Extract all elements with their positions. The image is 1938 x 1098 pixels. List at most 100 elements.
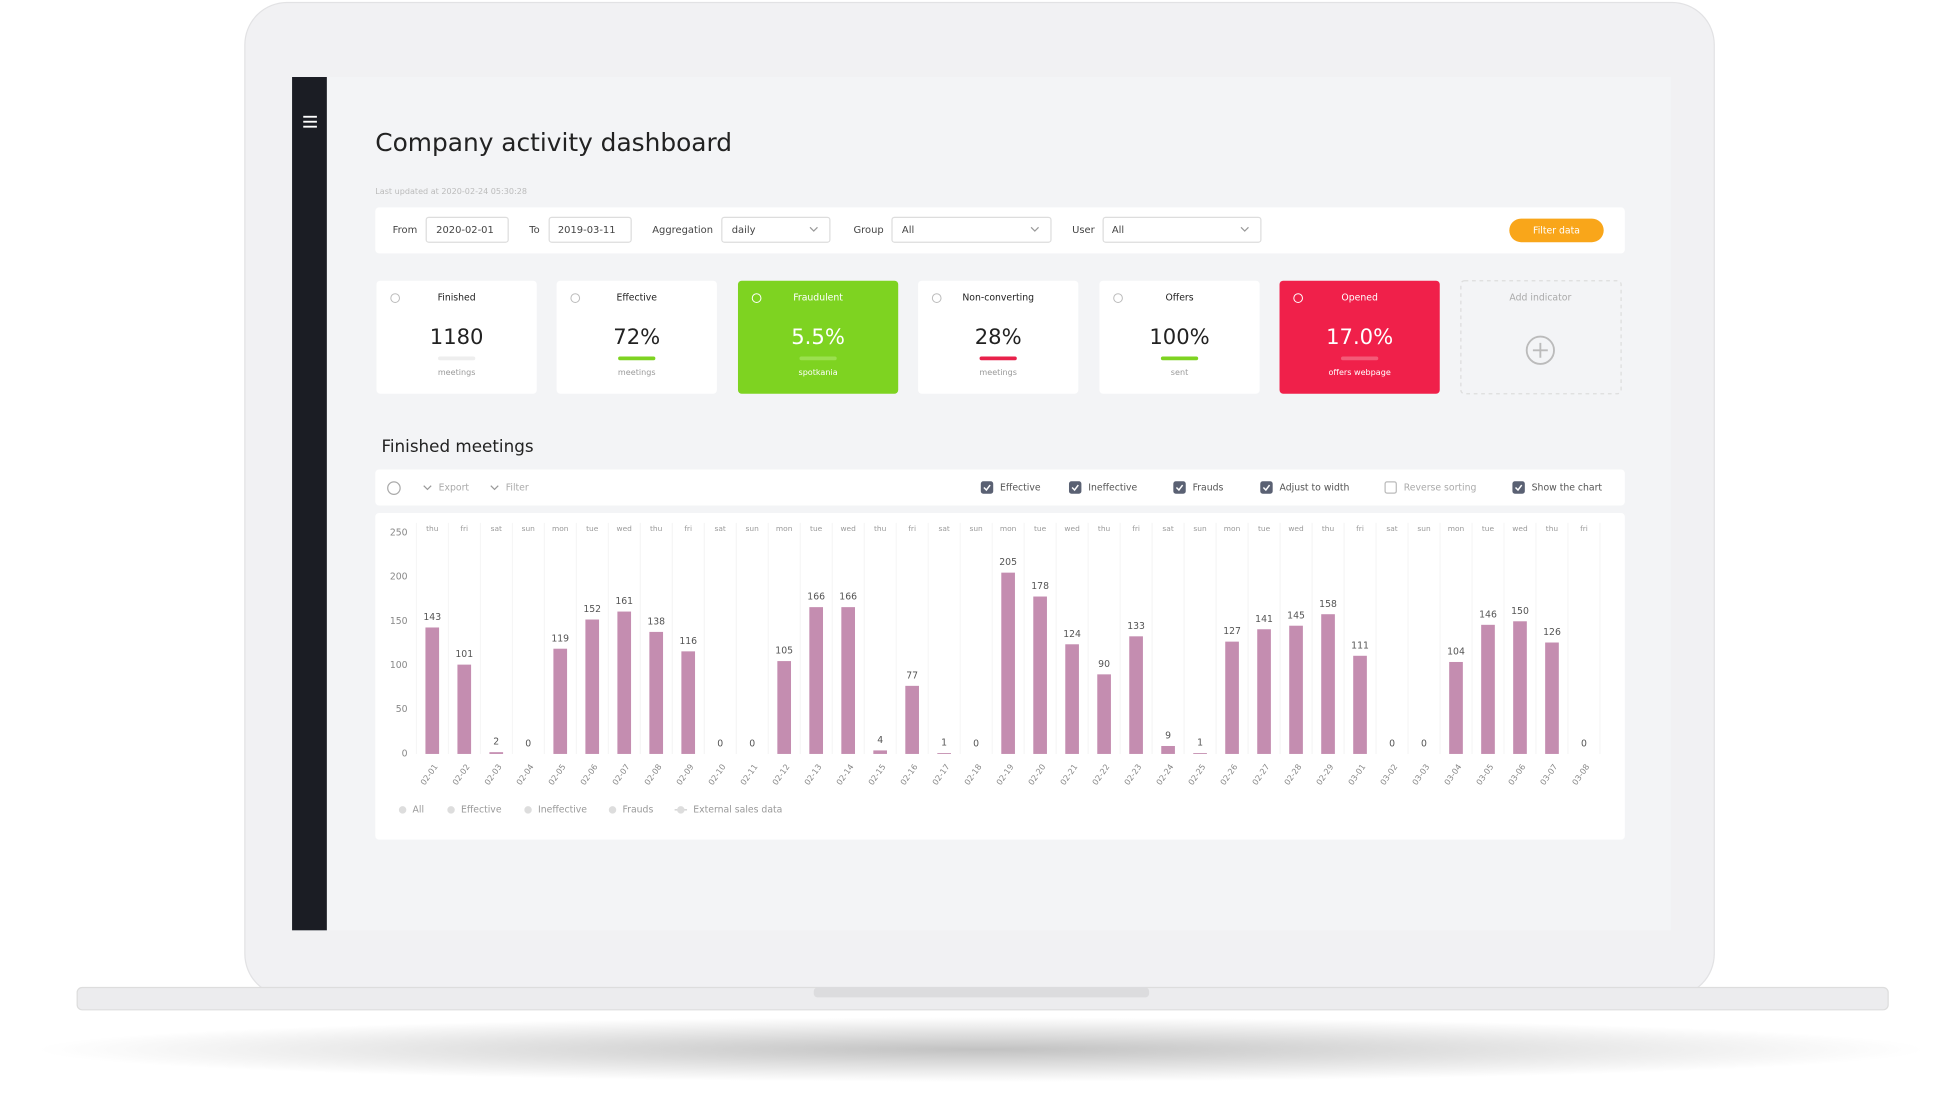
checkbox[interactable]: [1512, 481, 1525, 494]
indicator-card[interactable]: [1279, 280, 1440, 394]
weekday-label: sun: [746, 524, 760, 533]
indicator-card[interactable]: [556, 280, 717, 394]
user-select[interactable]: [1102, 216, 1262, 243]
bar: [489, 752, 504, 754]
value-label: 127: [1223, 626, 1241, 637]
value-label: 111: [1351, 640, 1369, 651]
indicator-bar: [618, 356, 656, 361]
value-label: 138: [647, 616, 665, 627]
checkbox-label: Show the chart: [1532, 483, 1603, 494]
aggregation-select[interactable]: [721, 216, 831, 243]
user-label: User: [1072, 225, 1096, 236]
legend-marker: [447, 806, 455, 814]
weekday-label: thu: [1546, 524, 1559, 533]
bar: [1481, 624, 1495, 754]
value-label: 205: [999, 557, 1017, 568]
checkbox[interactable]: [1173, 481, 1186, 494]
indicator-bar: [979, 356, 1017, 361]
filter[interactable]: Filter: [506, 483, 529, 494]
indicator-card[interactable]: [918, 280, 1079, 394]
info-icon[interactable]: [387, 481, 401, 495]
checkbox[interactable]: [1068, 481, 1082, 494]
checkbox[interactable]: [1384, 481, 1397, 494]
value-label: 101: [455, 649, 473, 660]
value-label: 152: [583, 604, 601, 615]
indicator-bar: [438, 356, 476, 361]
checkbox-label: Reverse sorting: [1404, 483, 1477, 494]
y-tick-label: 100: [390, 660, 408, 671]
weekday-label: wed: [1512, 524, 1528, 533]
bar: [809, 607, 824, 754]
weekday-label: mon: [1448, 524, 1465, 533]
checkbox[interactable]: [980, 481, 994, 494]
bar: [1001, 572, 1015, 754]
from-value: 2020-02-01: [436, 225, 494, 236]
value-label: 0: [525, 739, 531, 750]
legend-label[interactable]: Effective: [461, 804, 502, 815]
legend-label[interactable]: External sales data: [693, 804, 782, 815]
indicator-card[interactable]: [737, 280, 899, 394]
bar: [1065, 644, 1079, 754]
value-label: 0: [1581, 739, 1587, 750]
value-label: 178: [1031, 581, 1049, 592]
group-select[interactable]: [891, 216, 1052, 243]
indicator-value: 100%: [1149, 324, 1209, 349]
weekday-label: fri: [1356, 524, 1364, 533]
export[interactable]: Export: [439, 483, 470, 494]
weekday-label: wed: [1064, 524, 1080, 533]
checkbox[interactable]: [1260, 481, 1273, 494]
bar: [553, 648, 568, 754]
indicator-unit: offers webpage: [1328, 368, 1390, 377]
to-input[interactable]: [548, 216, 632, 243]
from-input[interactable]: [425, 216, 509, 243]
value-label: 9: [1165, 731, 1171, 742]
legend-label[interactable]: All: [413, 804, 425, 815]
legend-marker: [677, 806, 685, 814]
weekday-label: tue: [586, 524, 599, 533]
info-icon: [931, 293, 942, 303]
value-label: 161: [615, 596, 633, 607]
indicator-card[interactable]: [376, 280, 537, 394]
indicator-bar: [1160, 356, 1199, 361]
legend-label[interactable]: Ineffective: [538, 804, 587, 815]
menu-icon[interactable]: [303, 115, 317, 128]
bar: [585, 619, 600, 754]
weekday-label: fri: [908, 524, 916, 533]
value-label: 133: [1127, 621, 1145, 632]
chevron: [423, 485, 432, 491]
bar: [425, 627, 440, 754]
weekday-label: tue: [1482, 524, 1495, 533]
weekday-label: thu: [874, 524, 887, 533]
weekday-label: sat: [491, 524, 502, 533]
value-label: 126: [1543, 627, 1561, 638]
page-title: Company activity dashboard: [375, 128, 732, 157]
to-value: 2019-03-11: [558, 225, 616, 236]
legend-label[interactable]: Frauds: [622, 804, 653, 815]
add-indicator[interactable]: [1460, 280, 1622, 395]
indicator-card[interactable]: [1099, 280, 1260, 394]
chevron: [1240, 226, 1249, 232]
weekday-label: tue: [810, 524, 823, 533]
checkmark: [1514, 484, 1523, 492]
bar: [457, 664, 472, 754]
weekday-label: wed: [617, 524, 633, 533]
chevron: [490, 485, 499, 491]
y-tick-label: 250: [390, 527, 408, 538]
toolbar: [375, 469, 1625, 506]
indicator-title: Offers: [1165, 293, 1193, 304]
indicator-value: 17.0%: [1326, 324, 1393, 349]
weekday-label: fri: [1580, 524, 1588, 533]
value-label: 166: [839, 592, 857, 603]
indicator-title: Non-converting: [962, 293, 1034, 304]
weekday-label: thu: [650, 524, 663, 533]
bar: [1129, 636, 1143, 754]
filter-button[interactable]: [1509, 218, 1604, 243]
info-icon: [1293, 293, 1303, 303]
chevron: [1030, 226, 1039, 232]
value-label: 166: [807, 592, 825, 603]
indicator-bar: [799, 356, 837, 361]
group-value: All: [902, 225, 914, 236]
checkbox-label: Effective: [1000, 483, 1041, 494]
weekday-label: sun: [1417, 524, 1431, 533]
checkbox-label: Ineffective: [1088, 483, 1137, 494]
